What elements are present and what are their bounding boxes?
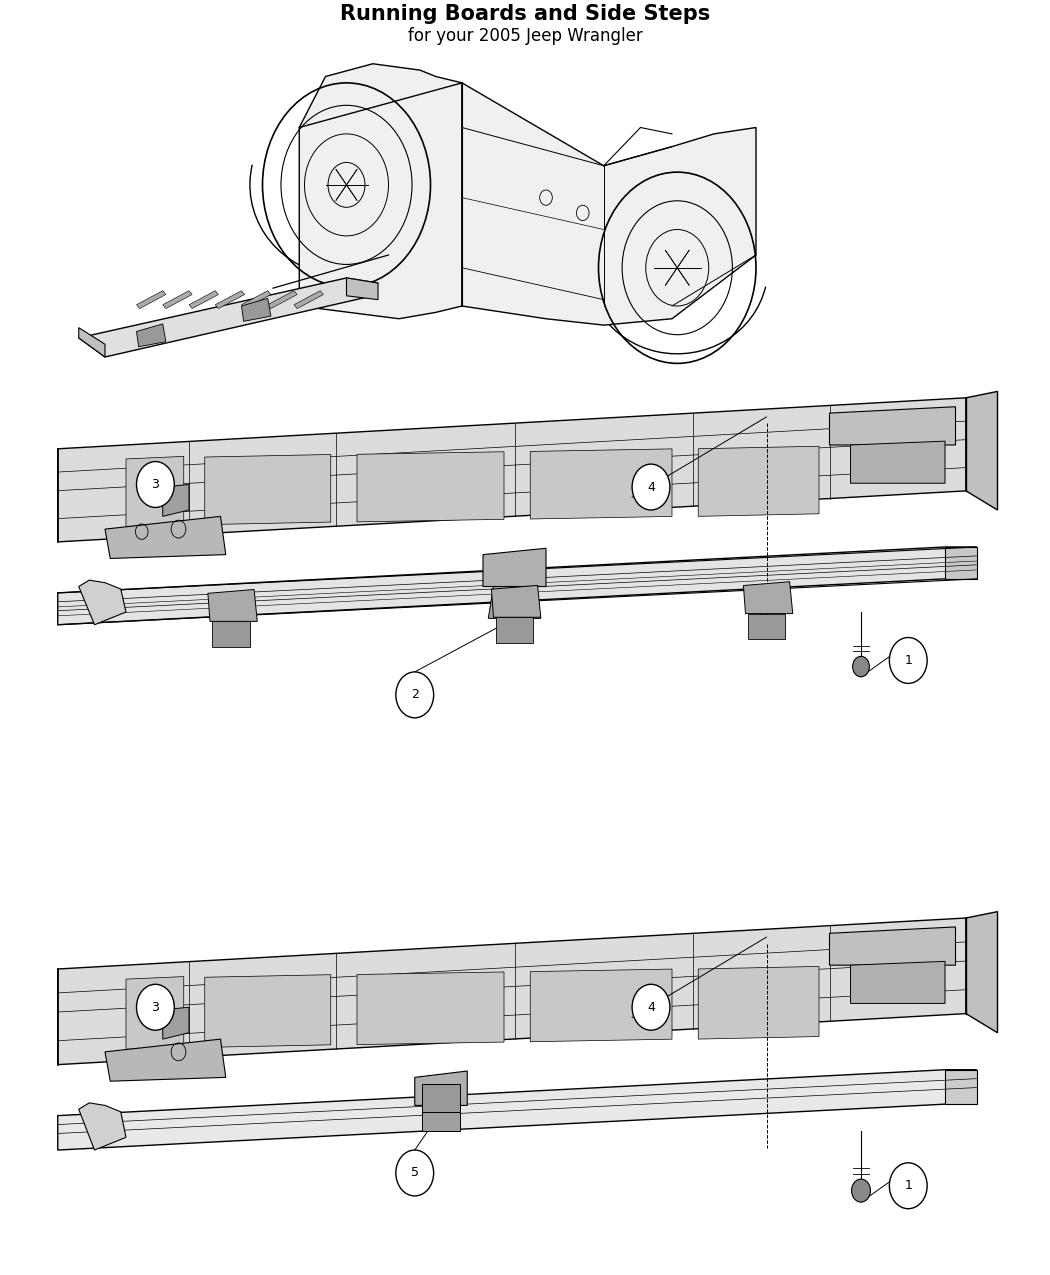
Polygon shape xyxy=(830,927,956,965)
Circle shape xyxy=(396,1150,434,1196)
Polygon shape xyxy=(462,83,756,325)
Text: 2: 2 xyxy=(411,688,419,701)
Polygon shape xyxy=(205,974,331,1047)
Polygon shape xyxy=(530,969,672,1042)
Polygon shape xyxy=(357,451,504,521)
Polygon shape xyxy=(79,1103,126,1150)
Polygon shape xyxy=(126,456,184,527)
Polygon shape xyxy=(496,617,533,643)
Polygon shape xyxy=(126,977,184,1049)
Polygon shape xyxy=(136,324,166,347)
Polygon shape xyxy=(79,328,105,357)
Polygon shape xyxy=(212,621,250,646)
Polygon shape xyxy=(136,291,166,309)
Polygon shape xyxy=(346,278,378,300)
Text: Running Boards and Side Steps: Running Boards and Side Steps xyxy=(340,4,710,24)
Polygon shape xyxy=(242,291,271,309)
Polygon shape xyxy=(215,291,245,309)
Polygon shape xyxy=(268,291,297,309)
Text: 4: 4 xyxy=(647,481,655,493)
Polygon shape xyxy=(488,586,541,618)
Circle shape xyxy=(632,464,670,510)
Polygon shape xyxy=(422,1084,460,1112)
Polygon shape xyxy=(415,1071,467,1105)
Text: for your 2005 Jeep Wrangler: for your 2005 Jeep Wrangler xyxy=(407,27,643,45)
Polygon shape xyxy=(58,547,976,625)
Polygon shape xyxy=(208,589,257,621)
Circle shape xyxy=(889,638,927,683)
Polygon shape xyxy=(79,278,378,357)
Circle shape xyxy=(136,984,174,1030)
Polygon shape xyxy=(163,291,192,309)
Circle shape xyxy=(889,1163,927,1209)
Polygon shape xyxy=(850,441,945,483)
Polygon shape xyxy=(163,1007,189,1039)
Polygon shape xyxy=(58,398,966,542)
Polygon shape xyxy=(299,64,462,319)
Polygon shape xyxy=(748,613,785,639)
Text: 3: 3 xyxy=(151,1001,160,1014)
Circle shape xyxy=(396,672,434,718)
Polygon shape xyxy=(945,547,976,579)
Text: 5: 5 xyxy=(411,1167,419,1179)
Text: 1: 1 xyxy=(904,1179,912,1192)
Polygon shape xyxy=(830,407,956,445)
Polygon shape xyxy=(945,1070,976,1104)
Polygon shape xyxy=(357,972,504,1044)
Polygon shape xyxy=(530,449,672,519)
Circle shape xyxy=(853,657,869,677)
Polygon shape xyxy=(189,291,218,309)
Text: 1: 1 xyxy=(904,654,912,667)
Polygon shape xyxy=(294,291,323,309)
Circle shape xyxy=(632,984,670,1030)
Polygon shape xyxy=(491,585,541,617)
Polygon shape xyxy=(79,580,126,625)
Text: 3: 3 xyxy=(151,478,160,491)
Polygon shape xyxy=(422,1105,460,1131)
Text: 4: 4 xyxy=(647,1001,655,1014)
Polygon shape xyxy=(58,1070,976,1150)
Polygon shape xyxy=(58,918,966,1065)
Polygon shape xyxy=(242,298,271,321)
Circle shape xyxy=(136,462,174,507)
Polygon shape xyxy=(105,1039,226,1081)
Polygon shape xyxy=(205,454,331,524)
Polygon shape xyxy=(105,516,226,558)
Polygon shape xyxy=(966,912,997,1033)
Polygon shape xyxy=(163,484,189,516)
Polygon shape xyxy=(698,446,819,516)
Polygon shape xyxy=(698,966,819,1039)
Polygon shape xyxy=(966,391,997,510)
Polygon shape xyxy=(850,961,945,1003)
Polygon shape xyxy=(483,548,546,586)
Polygon shape xyxy=(743,581,793,613)
Circle shape xyxy=(852,1179,870,1202)
